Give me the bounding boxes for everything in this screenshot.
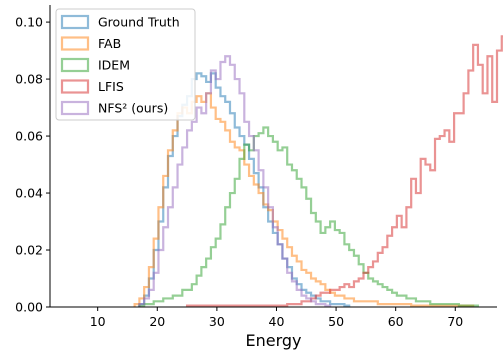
x-ticks: 10 20 30 40 50 60 70 — [90, 307, 463, 329]
legend-swatch-fab — [60, 36, 90, 51]
legend-label-fab: FAB — [98, 36, 121, 51]
legend-label-ground-truth: Ground Truth — [98, 15, 180, 30]
legend-label-lfis: LFIS — [98, 79, 124, 94]
y-tick-label: 0.00 — [15, 300, 43, 315]
y-ticks: 0.00 0.02 0.04 0.06 0.08 0.10 — [15, 15, 50, 315]
y-tick-label: 0.02 — [15, 243, 43, 258]
legend-label-idem: IDEM — [98, 58, 130, 73]
legend-swatch-nfs-ours — [60, 100, 90, 116]
series-nfs-ours-histogram — [138, 55, 332, 307]
series-fab-histogram — [133, 92, 475, 307]
y-tick-label: 0.04 — [15, 186, 43, 201]
y-tick-label: 0.06 — [15, 129, 43, 144]
legend-swatch-idem — [60, 57, 90, 73]
x-tick-label: 20 — [149, 314, 165, 329]
y-tick-label: 0.10 — [15, 15, 43, 30]
x-axis-label: Energy — [245, 331, 301, 350]
legend: Ground Truth FAB IDEM LFIS NFS² (ours) — [55, 8, 196, 121]
x-tick-label: 60 — [388, 314, 404, 329]
legend-frame — [55, 8, 196, 121]
legend-label-nfs-ours: NFS² (ours) — [98, 101, 168, 116]
x-tick-label: 40 — [269, 314, 285, 329]
series-lfis-histogram — [185, 35, 503, 307]
series-idem-histogram — [138, 126, 480, 307]
x-tick-label: 50 — [328, 314, 344, 329]
legend-swatch-lfis — [60, 79, 90, 94]
x-tick-label: 30 — [209, 314, 225, 329]
axes — [49, 5, 497, 308]
x-tick-label: 10 — [90, 314, 106, 329]
y-tick-label: 0.08 — [15, 72, 43, 87]
x-tick-label: 70 — [447, 314, 463, 329]
legend-swatch-ground-truth — [60, 14, 90, 30]
